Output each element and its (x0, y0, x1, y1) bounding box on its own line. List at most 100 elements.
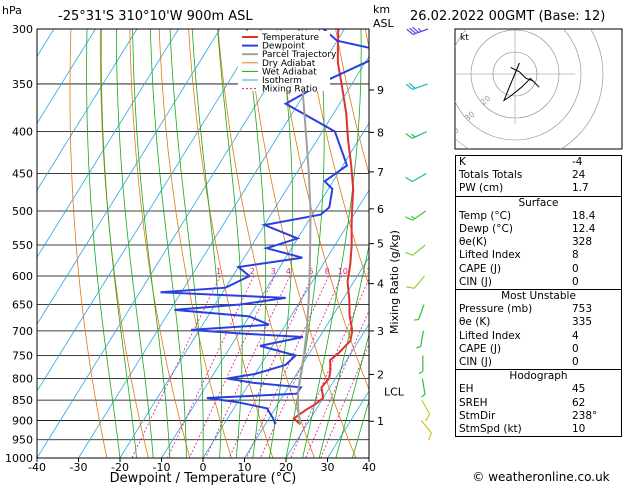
isotherm-line (37, 29, 221, 325)
hodograph-ring (455, 29, 582, 141)
pressure-tick-label: 600 (12, 270, 33, 283)
mixing-ratio-label: 16 (366, 267, 376, 276)
mixing-ratio-line (246, 275, 329, 458)
wet-adiabat-line (285, 29, 325, 458)
mixing-ratio-label: 2 (250, 267, 255, 276)
mu-row: θe (K) 335 (459, 316, 593, 329)
pressure-tick-label: 800 (12, 372, 33, 385)
barb-flag (405, 176, 413, 182)
x-tick-label: -40 (28, 461, 46, 474)
mixing-ratio-line (131, 275, 221, 458)
barb-staff (421, 378, 426, 395)
dewpoint-line (160, 29, 369, 425)
hodograph-ring (455, 29, 604, 149)
mixing-ratio-line (228, 275, 313, 458)
wind-barb (421, 378, 426, 398)
dry-adiabat-line (247, 29, 357, 458)
barb-flag (405, 251, 414, 256)
wind-barb (406, 26, 429, 36)
hodo-row: StmDir 238° (459, 409, 598, 422)
x-axis-title: Dewpoint / Temperature (°C) (110, 471, 297, 486)
asl-unit: ASL (373, 17, 395, 30)
mixing-ratio-label: 1 (216, 267, 221, 276)
wet-adiabat-line (246, 29, 267, 458)
skewt-axes: 3003504004505005506006507007508008509009… (5, 23, 405, 474)
wind-barb (416, 330, 425, 349)
legend-label: Parcel Trajectory (262, 50, 337, 60)
mixing-ratio-line (260, 275, 343, 458)
barb-half (417, 27, 422, 32)
wind-barb (405, 82, 428, 90)
km-tick-label: 5 (377, 238, 384, 251)
temperature-line (292, 29, 355, 426)
mixing-ratio-label: 6 (308, 267, 313, 276)
mu-row: Pressure (mb) 753 (459, 303, 593, 316)
pressure-tick-label: 350 (12, 78, 33, 91)
hodograph-table: Hodograph EH 45 SREH 62 StmDir 238° StmSpd … (455, 370, 622, 438)
pressure-tick-label: 450 (12, 167, 33, 180)
hpa-unit: hPa (2, 4, 22, 17)
barb-half (411, 133, 416, 138)
wet-adiabat-line (318, 243, 369, 458)
legend-background (238, 31, 330, 91)
km-tick-label: 4 (377, 278, 384, 291)
legend-label: Wet Adiabat (262, 67, 317, 77)
mu-row: CAPE (J) 0 (459, 342, 579, 355)
legend-label: Isotherm (262, 76, 302, 86)
pressure-tick-label: 550 (12, 239, 33, 252)
dry-adiabat-line (158, 29, 232, 458)
pressure-tick-label: 300 (12, 23, 33, 36)
pressure-tick-label: 400 (12, 126, 33, 139)
surface-row: CAPE (J) 0 (459, 262, 579, 275)
precipitable-water-row: PW (cm) 1.7 (459, 182, 589, 195)
wind-barb (414, 304, 425, 321)
mixing-ratio-line (320, 343, 369, 458)
surface-row: Temp (°C) 18.4 (459, 209, 596, 222)
dry-adiabat-line (335, 29, 369, 175)
mixing-ratio-label: 8 (325, 267, 330, 276)
lcl-label: LCL (384, 386, 405, 399)
mu-row: CIN (J) 0 (459, 356, 579, 369)
pressure-tick-label: 950 (12, 434, 33, 447)
km-tick-label: 2 (377, 368, 384, 381)
barb-flag (406, 286, 415, 289)
barb-staff (413, 275, 426, 289)
mixing-ratio-line (205, 275, 291, 458)
dry-adiabat-line (305, 29, 369, 287)
pressure-tick-label: 850 (12, 394, 33, 407)
wet-adiabat-line (116, 29, 154, 458)
legend-label: Mixing Ratio (262, 85, 318, 95)
barb-flag (405, 83, 413, 90)
isotherm-line (37, 29, 304, 458)
barb-half (416, 346, 421, 349)
barb-flag (408, 82, 416, 89)
surface-row: Dewp (°C) 12.4 (459, 223, 596, 236)
mixing-ratio-line (290, 277, 369, 458)
legend-label: Dewpoint (262, 42, 305, 52)
wet-adiabat-line (150, 29, 187, 458)
isotherm-line (161, 122, 369, 458)
mu-row: Lifted Index 4 (459, 329, 579, 342)
k-index-row: K -4 (459, 156, 583, 168)
hodograph-ring-label: 40 (447, 125, 461, 138)
mixing-ratio-label: 3 (271, 267, 276, 276)
dry-adiabat-line (276, 29, 369, 391)
isotherm-line (37, 29, 179, 258)
wet-adiabat-line (132, 29, 171, 458)
dry-adiabat-line (129, 29, 191, 458)
surface-row: θe(K) 328 (459, 236, 593, 249)
x-tick-label: -10 (153, 461, 171, 474)
wind-barb (420, 420, 432, 441)
barb-staff (420, 330, 425, 347)
hodo-row: EH 45 (459, 383, 586, 396)
surface-title: Surface (518, 196, 559, 209)
x-tick-label: -20 (111, 461, 129, 474)
pressure-tick-label: 1000 (5, 452, 33, 465)
barb-flag (425, 413, 431, 422)
barb-staff (417, 304, 425, 320)
km-unit: km (373, 3, 390, 16)
mixing-ratio-line (167, 275, 255, 458)
isotherm-line (37, 29, 262, 392)
x-tick-label: 20 (279, 461, 293, 474)
